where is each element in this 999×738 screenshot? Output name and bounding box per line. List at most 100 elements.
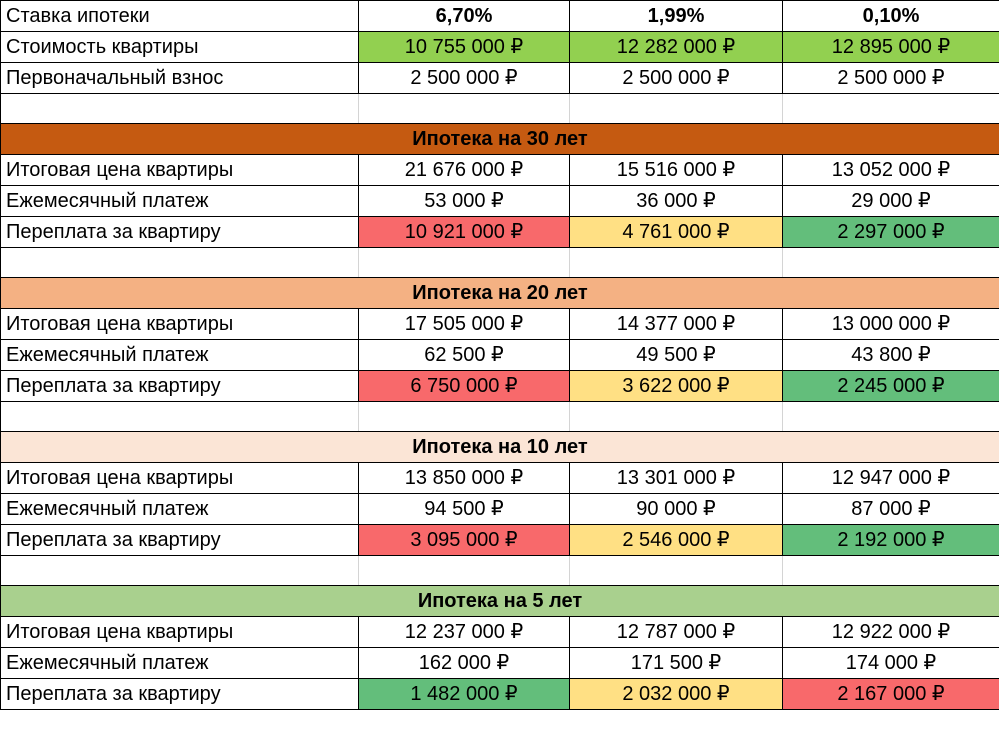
total-cell[interactable]: 12 947 000 ₽: [782, 462, 999, 494]
total-cell[interactable]: 21 676 000 ₽: [358, 154, 570, 186]
total-label[interactable]: Итоговая цена квартиры: [0, 616, 359, 648]
monthly-cell[interactable]: 29 000 ₽: [782, 185, 999, 217]
down-payment-cell[interactable]: 2 500 000 ₽: [569, 62, 783, 94]
total-label[interactable]: Итоговая цена квартиры: [0, 154, 359, 186]
empty-cell[interactable]: [358, 401, 570, 432]
monthly-cell[interactable]: 36 000 ₽: [569, 185, 783, 217]
monthly-cell[interactable]: 94 500 ₽: [358, 493, 570, 525]
monthly-cell[interactable]: 171 500 ₽: [569, 647, 783, 679]
total-row: Итоговая цена квартиры 21 676 000 ₽ 15 5…: [0, 154, 999, 186]
total-row: Итоговая цена квартиры 12 237 000 ₽ 12 7…: [0, 616, 999, 648]
overpay-label[interactable]: Переплата за квартиру: [0, 370, 359, 402]
overpay-label[interactable]: Переплата за квартиру: [0, 678, 359, 710]
overpay-cell[interactable]: 1 482 000 ₽: [358, 678, 570, 710]
empty-cell[interactable]: [569, 247, 783, 278]
total-cell[interactable]: 12 922 000 ₽: [782, 616, 999, 648]
overpay-cell[interactable]: 2 297 000 ₽: [782, 216, 999, 248]
section-title[interactable]: Ипотека на 10 лет: [0, 431, 999, 463]
overpay-cell[interactable]: 4 761 000 ₽: [569, 216, 783, 248]
overpay-cell[interactable]: 2 032 000 ₽: [569, 678, 783, 710]
overpay-row: Переплата за квартиру 6 750 000 ₽ 3 622 …: [0, 370, 999, 402]
overpay-cell[interactable]: 3 095 000 ₽: [358, 524, 570, 556]
total-cell[interactable]: 12 237 000 ₽: [358, 616, 570, 648]
blank-row: [0, 401, 999, 432]
total-cell[interactable]: 13 000 000 ₽: [782, 308, 999, 340]
rate-cell[interactable]: 0,10%: [782, 0, 999, 32]
overpay-cell[interactable]: 3 622 000 ₽: [569, 370, 783, 402]
monthly-row: Ежемесячный платеж 94 500 ₽ 90 000 ₽ 87 …: [0, 493, 999, 525]
price-label[interactable]: Стоимость квартиры: [0, 31, 359, 63]
overpay-cell[interactable]: 2 167 000 ₽: [782, 678, 999, 710]
monthly-label[interactable]: Ежемесячный платеж: [0, 185, 359, 217]
empty-cell[interactable]: [569, 401, 783, 432]
empty-cell[interactable]: [0, 247, 359, 278]
section-title[interactable]: Ипотека на 5 лет: [0, 585, 999, 617]
overpay-cell[interactable]: 2 245 000 ₽: [782, 370, 999, 402]
empty-cell[interactable]: [569, 555, 783, 586]
rate-row: Ставка ипотеки 6,70% 1,99% 0,10%: [0, 0, 999, 32]
blank-row: [0, 93, 999, 124]
monthly-cell[interactable]: 43 800 ₽: [782, 339, 999, 371]
empty-cell[interactable]: [569, 93, 783, 124]
total-row: Итоговая цена квартиры 13 850 000 ₽ 13 3…: [0, 462, 999, 494]
total-cell[interactable]: 14 377 000 ₽: [569, 308, 783, 340]
monthly-row: Ежемесячный платеж 162 000 ₽ 171 500 ₽ 1…: [0, 647, 999, 679]
monthly-cell[interactable]: 49 500 ₽: [569, 339, 783, 371]
rate-label[interactable]: Ставка ипотеки: [0, 0, 359, 32]
monthly-label[interactable]: Ежемесячный платеж: [0, 647, 359, 679]
total-cell[interactable]: 13 850 000 ₽: [358, 462, 570, 494]
price-cell[interactable]: 10 755 000 ₽: [358, 31, 570, 63]
total-cell[interactable]: 15 516 000 ₽: [569, 154, 783, 186]
section-title[interactable]: Ипотека на 30 лет: [0, 123, 999, 155]
overpay-row: Переплата за квартиру 3 095 000 ₽ 2 546 …: [0, 524, 999, 556]
section-header-30: Ипотека на 30 лет: [0, 123, 999, 155]
overpay-label[interactable]: Переплата за квартиру: [0, 524, 359, 556]
rate-cell[interactable]: 6,70%: [358, 0, 570, 32]
overpay-row: Переплата за квартиру 10 921 000 ₽ 4 761…: [0, 216, 999, 248]
empty-cell[interactable]: [358, 555, 570, 586]
total-cell[interactable]: 17 505 000 ₽: [358, 308, 570, 340]
empty-cell[interactable]: [782, 401, 999, 432]
overpay-label[interactable]: Переплата за квартиру: [0, 216, 359, 248]
down-payment-cell[interactable]: 2 500 000 ₽: [358, 62, 570, 94]
monthly-cell[interactable]: 87 000 ₽: [782, 493, 999, 525]
rate-cell[interactable]: 1,99%: [569, 0, 783, 32]
monthly-cell[interactable]: 53 000 ₽: [358, 185, 570, 217]
down-payment-cell[interactable]: 2 500 000 ₽: [782, 62, 999, 94]
empty-cell[interactable]: [0, 401, 359, 432]
monthly-cell[interactable]: 162 000 ₽: [358, 647, 570, 679]
monthly-cell[interactable]: 174 000 ₽: [782, 647, 999, 679]
empty-cell[interactable]: [0, 555, 359, 586]
monthly-cell[interactable]: 62 500 ₽: [358, 339, 570, 371]
total-label[interactable]: Итоговая цена квартиры: [0, 462, 359, 494]
section-header-10: Ипотека на 10 лет: [0, 431, 999, 463]
down-payment-label[interactable]: Первоначальный взнос: [0, 62, 359, 94]
monthly-row: Ежемесячный платеж 62 500 ₽ 49 500 ₽ 43 …: [0, 339, 999, 371]
empty-cell[interactable]: [782, 247, 999, 278]
price-cell[interactable]: 12 282 000 ₽: [569, 31, 783, 63]
blank-row: [0, 247, 999, 278]
overpay-cell[interactable]: 10 921 000 ₽: [358, 216, 570, 248]
section-header-5: Ипотека на 5 лет: [0, 585, 999, 617]
empty-cell[interactable]: [358, 247, 570, 278]
total-cell[interactable]: 13 301 000 ₽: [569, 462, 783, 494]
down-payment-row: Первоначальный взнос 2 500 000 ₽ 2 500 0…: [0, 62, 999, 94]
monthly-label[interactable]: Ежемесячный платеж: [0, 339, 359, 371]
empty-cell[interactable]: [782, 555, 999, 586]
blank-row: [0, 555, 999, 586]
empty-cell[interactable]: [0, 93, 359, 124]
total-cell[interactable]: 12 787 000 ₽: [569, 616, 783, 648]
section-title[interactable]: Ипотека на 20 лет: [0, 277, 999, 309]
monthly-cell[interactable]: 90 000 ₽: [569, 493, 783, 525]
overpay-cell[interactable]: 2 192 000 ₽: [782, 524, 999, 556]
monthly-label[interactable]: Ежемесячный платеж: [0, 493, 359, 525]
overpay-cell[interactable]: 6 750 000 ₽: [358, 370, 570, 402]
price-cell[interactable]: 12 895 000 ₽: [782, 31, 999, 63]
mortgage-table: Ставка ипотеки 6,70% 1,99% 0,10% Стоимос…: [0, 0, 999, 710]
empty-cell[interactable]: [358, 93, 570, 124]
overpay-cell[interactable]: 2 546 000 ₽: [569, 524, 783, 556]
empty-cell[interactable]: [782, 93, 999, 124]
total-cell[interactable]: 13 052 000 ₽: [782, 154, 999, 186]
total-label[interactable]: Итоговая цена квартиры: [0, 308, 359, 340]
